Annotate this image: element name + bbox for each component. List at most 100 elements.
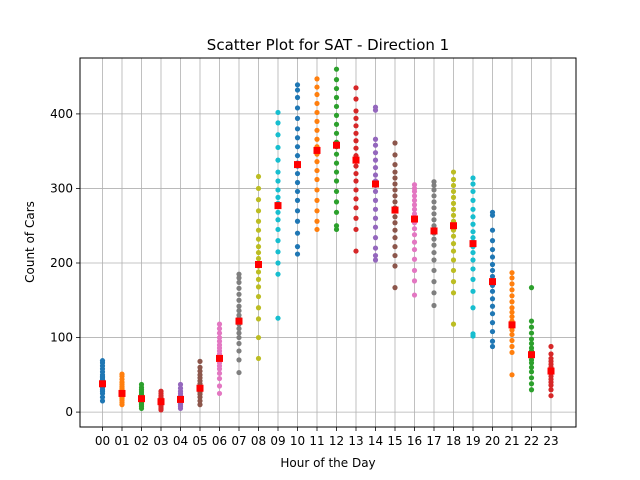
- data-point: [255, 284, 262, 290]
- mean-marker: [333, 141, 340, 149]
- data-point: [236, 291, 242, 297]
- data-point: [275, 120, 281, 126]
- data-point: [528, 364, 535, 370]
- data-point: [450, 212, 457, 218]
- data-point: [353, 248, 359, 254]
- mean-marker: [99, 380, 106, 388]
- x-tick-label: 19: [465, 434, 480, 448]
- data-point: [431, 187, 437, 193]
- data-point: [489, 238, 496, 244]
- data-point: [236, 330, 242, 336]
- plot-frame: [79, 57, 577, 428]
- data-point: [333, 94, 340, 101]
- data-point: [236, 285, 242, 291]
- data-point: [314, 197, 320, 203]
- data-point: [450, 241, 457, 247]
- mean-marker: [177, 395, 184, 403]
- data-point: [314, 159, 320, 165]
- data-point: [216, 390, 223, 397]
- data-point: [528, 369, 535, 375]
- data-point: [294, 251, 301, 257]
- data-point: [216, 342, 223, 348]
- data-point: [372, 215, 379, 221]
- data-point: [255, 355, 262, 362]
- data-point: [431, 205, 437, 211]
- data-point: [392, 214, 398, 220]
- data-point: [353, 130, 359, 136]
- data-point: [294, 82, 301, 88]
- data-point: [450, 206, 457, 212]
- mean-marker: [138, 395, 145, 403]
- data-point: [314, 136, 320, 142]
- data-point: [353, 226, 359, 233]
- data-point: [450, 176, 457, 183]
- data-point: [450, 233, 457, 239]
- data-point: [392, 227, 398, 233]
- y-tick-label: 200: [50, 256, 73, 270]
- data-point: [314, 208, 320, 214]
- data-point: [197, 398, 203, 404]
- data-point: [255, 173, 262, 180]
- x-tick-label: 02: [134, 434, 149, 448]
- data-point: [392, 181, 398, 187]
- data-point: [236, 340, 242, 347]
- data-point: [372, 188, 379, 195]
- data-point: [353, 163, 359, 169]
- data-point: [528, 324, 535, 330]
- data-point: [470, 288, 476, 294]
- data-point: [353, 170, 359, 177]
- x-tick-label: 16: [407, 434, 422, 448]
- data-point: [528, 375, 535, 381]
- data-point: [372, 235, 379, 241]
- data-point: [275, 109, 281, 116]
- mean-marker: [255, 260, 262, 268]
- data-point: [372, 257, 379, 263]
- data-point: [509, 293, 515, 299]
- data-point: [489, 227, 496, 233]
- data-point: [294, 230, 301, 236]
- data-point: [275, 144, 281, 151]
- data-point: [353, 108, 359, 114]
- data-point: [255, 208, 262, 214]
- data-point: [353, 205, 359, 211]
- data-point: [411, 292, 418, 298]
- data-point: [411, 226, 418, 232]
- data-point: [450, 169, 457, 175]
- data-point: [392, 152, 398, 158]
- data-point: [275, 194, 281, 200]
- data-point: [548, 343, 554, 350]
- data-point: [333, 209, 340, 215]
- data-point: [489, 328, 496, 335]
- data-point: [411, 256, 418, 262]
- data-point: [275, 271, 281, 277]
- x-tick-label: 07: [231, 434, 246, 448]
- x-tick-label: 20: [485, 434, 500, 448]
- mean-marker: [294, 161, 301, 169]
- data-point: [314, 127, 320, 133]
- data-point: [470, 331, 476, 337]
- mean-marker: [313, 146, 321, 154]
- data-point: [489, 288, 496, 294]
- data-point: [255, 185, 262, 192]
- data-point: [528, 318, 535, 324]
- mean-marker: [508, 321, 516, 329]
- data-point: [236, 326, 242, 332]
- data-point: [470, 257, 476, 263]
- x-tick-label: 03: [153, 434, 168, 448]
- data-point: [216, 326, 223, 332]
- data-point: [275, 132, 281, 138]
- data-point: [197, 358, 203, 364]
- data-point: [411, 185, 418, 192]
- data-point: [333, 66, 340, 72]
- data-point: [333, 130, 340, 136]
- data-point: [255, 218, 262, 224]
- data-point: [353, 115, 359, 121]
- mean-marker: [196, 384, 204, 392]
- data-point: [528, 345, 535, 351]
- data-point: [431, 236, 437, 242]
- data-point: [275, 157, 281, 163]
- data-point: [197, 364, 203, 370]
- data-point: [333, 226, 340, 233]
- data-point: [548, 387, 554, 393]
- data-point: [372, 224, 379, 230]
